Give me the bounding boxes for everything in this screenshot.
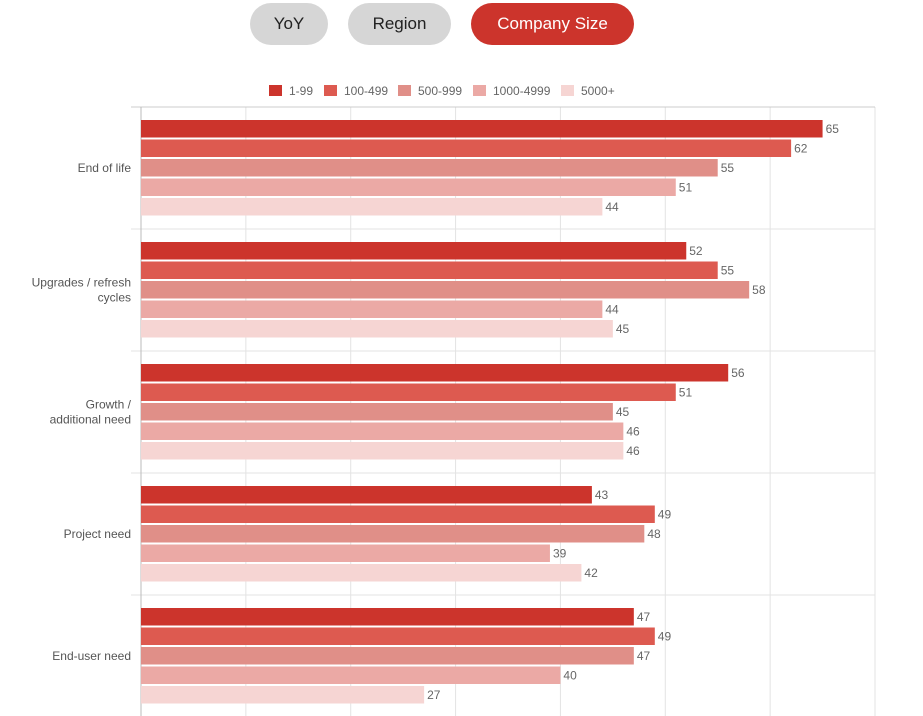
- legend-label: 1000-4999: [493, 84, 551, 98]
- bar-100-499: [141, 505, 655, 523]
- data-label: 45: [616, 405, 630, 419]
- bar-1000-4999: [141, 178, 676, 196]
- bar-1000-4999: [141, 544, 550, 562]
- data-label: 47: [637, 649, 651, 663]
- data-label: 42: [584, 566, 598, 580]
- bar-100-499: [141, 261, 718, 279]
- bar-100-499: [141, 627, 655, 645]
- data-label: 44: [605, 200, 619, 214]
- bar-500-999: [141, 403, 613, 421]
- bar-1-99: [141, 486, 592, 504]
- data-label: 58: [752, 283, 766, 297]
- legend-label: 1-99: [289, 84, 313, 98]
- legend-swatch: [561, 85, 574, 96]
- data-label: 39: [553, 547, 567, 561]
- data-label: 45: [616, 322, 630, 336]
- data-label: 48: [647, 527, 661, 541]
- bar-1000-4999: [141, 422, 624, 440]
- data-label: 27: [427, 688, 441, 702]
- category-label: cycles: [98, 291, 131, 305]
- category-label: Upgrades / refresh: [32, 276, 131, 290]
- category-label: Growth /: [86, 398, 132, 412]
- data-label: 47: [637, 610, 651, 624]
- bar-1-99: [141, 242, 687, 260]
- bar-1000-4999: [141, 666, 561, 684]
- data-label: 40: [563, 669, 577, 683]
- category-label: Project need: [64, 527, 131, 541]
- category-label: End of life: [78, 161, 132, 175]
- data-label: 55: [721, 264, 735, 278]
- data-label: 65: [826, 122, 840, 136]
- bar-500-999: [141, 647, 634, 665]
- legend-swatch: [269, 85, 282, 96]
- data-label: 55: [721, 161, 735, 175]
- legend-label: 500-999: [418, 84, 462, 98]
- filter-tabs: YoY Region Company Size: [0, 3, 923, 45]
- data-label: 49: [658, 630, 672, 644]
- bar-5000+: [141, 320, 613, 338]
- bar-500-999: [141, 159, 718, 177]
- bar-1-99: [141, 120, 823, 138]
- legend-label: 5000+: [581, 84, 615, 98]
- bar-500-999: [141, 525, 645, 543]
- category-label: End-user need: [52, 649, 131, 663]
- legend-swatch: [324, 85, 337, 96]
- bar-5000+: [141, 442, 624, 460]
- bar-1-99: [141, 364, 729, 382]
- data-label: 51: [679, 386, 693, 400]
- bar-100-499: [141, 383, 676, 401]
- data-label: 43: [595, 488, 609, 502]
- bar-1000-4999: [141, 300, 603, 318]
- data-label: 44: [605, 303, 619, 317]
- data-label: 52: [689, 244, 703, 258]
- legend-swatch: [398, 85, 411, 96]
- bar-5000+: [141, 564, 582, 582]
- tab-region[interactable]: Region: [348, 3, 451, 45]
- data-label: 56: [731, 366, 745, 380]
- bar-500-999: [141, 281, 750, 299]
- data-label: 49: [658, 508, 672, 522]
- category-label: additional need: [50, 413, 131, 427]
- data-label: 46: [626, 444, 640, 458]
- data-label: 46: [626, 425, 640, 439]
- legend-swatch: [473, 85, 486, 96]
- legend-label: 100-499: [344, 84, 388, 98]
- bar-1-99: [141, 608, 634, 626]
- tab-company-size[interactable]: Company Size: [471, 3, 634, 45]
- tab-yoy[interactable]: YoY: [250, 3, 328, 45]
- data-label: 51: [679, 181, 693, 195]
- bar-5000+: [141, 686, 425, 704]
- bar-5000+: [141, 198, 603, 216]
- bar-100-499: [141, 139, 792, 157]
- data-label: 62: [794, 142, 808, 156]
